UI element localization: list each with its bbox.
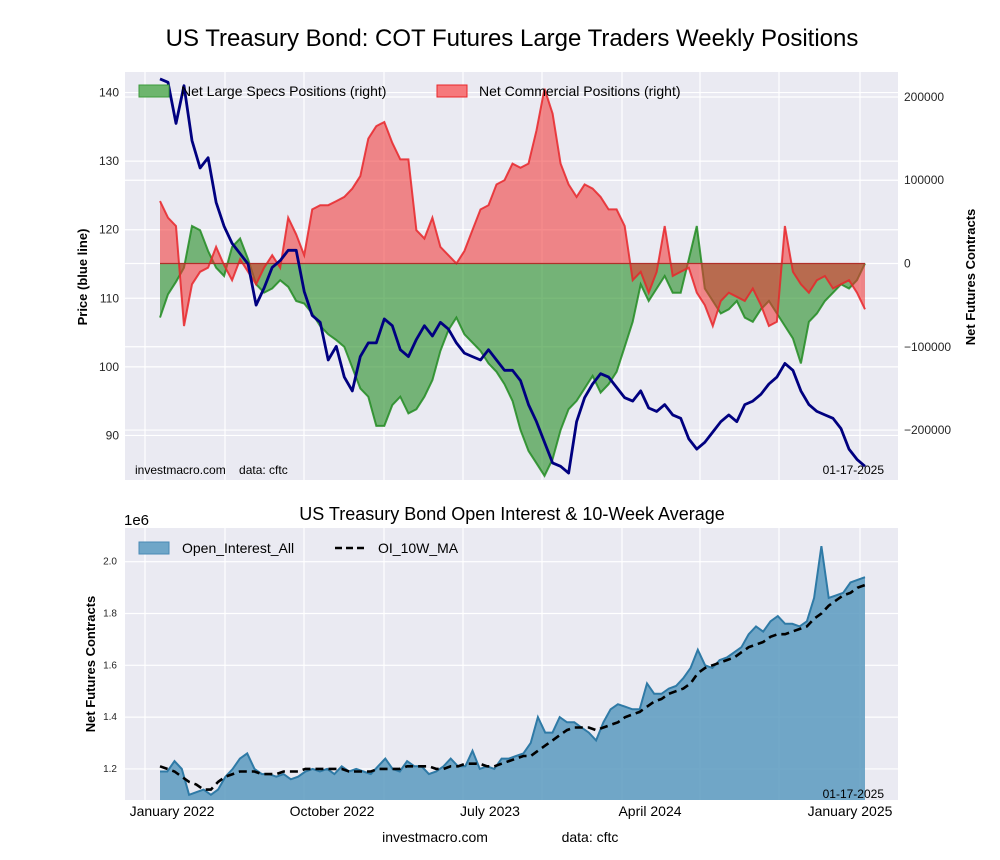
top-left-tick-label: 110: [100, 291, 119, 305]
top-left-tick-label: 90: [106, 428, 120, 442]
top-right-tick-label: 200000: [904, 90, 944, 104]
footer-source: data: cftc: [562, 829, 619, 845]
bottom-y-tick-label: 1.2: [103, 764, 117, 775]
top-left-tick-label: 140: [99, 86, 119, 100]
top-right-tick-label: 100000: [904, 173, 944, 187]
top-left-axis-label: Price (blue line): [75, 229, 90, 326]
x-tick-label: October 2022: [290, 803, 375, 819]
bottom-y-scale-label: 1e6: [124, 512, 149, 529]
figure-title: US Treasury Bond: COT Futures Large Trad…: [166, 25, 859, 52]
bottom-y-tick-label: 1.4: [103, 712, 117, 723]
bottom-y-tick-label: 2.0: [103, 557, 117, 568]
top-date-label: 01-17-2025: [823, 463, 885, 477]
bottom-oi-area: [160, 545, 866, 800]
legend-swatch-oi: [138, 541, 170, 555]
bottom-date-label: 01-17-2025: [823, 787, 885, 801]
bottom-y-tick-label: 1.6: [103, 660, 117, 671]
top-right-tick-label: −100000: [904, 340, 951, 354]
specs-area: [160, 226, 865, 476]
oi-area: [160, 546, 865, 800]
top-left-axis-ticks: 90 100 110 120 130 140: [99, 86, 119, 443]
bottom-chart: 1.2 1.4 1.6 1.8 2.0 January 2022 October 2022…: [83, 528, 898, 819]
x-tick-label: January 2022: [130, 803, 215, 819]
bottom-y-axis-label: Net Futures Contracts: [83, 596, 98, 733]
legend-label-ma: OI_10W_MA: [378, 540, 459, 556]
legend-swatch-specs: [138, 84, 170, 98]
bottom-axis-ticks: 1.2 1.4 1.6 1.8 2.0: [103, 557, 117, 775]
x-tick-label: April 2024: [618, 803, 681, 819]
top-chart: 90 100 110 120 130 140 −200000 −100000 0 100000 2…: [75, 72, 978, 480]
top-watermark: investmacro.com data: cftc: [135, 463, 288, 477]
top-price-line: [159, 77, 866, 475]
top-right-axis-label: Net Futures Contracts: [963, 209, 978, 346]
bottom-y-tick-label: 1.8: [103, 608, 117, 619]
top-right-tick-label: 0: [904, 257, 911, 271]
top-left-tick-label: 120: [99, 223, 119, 237]
bottom-legend: Open_Interest_All OI_10W_MA: [138, 540, 459, 556]
top-legend: Net Large Specs Positions (right) Net Co…: [138, 83, 681, 99]
bottom-ma-line: [159, 583, 866, 791]
x-tick-label: January 2025: [808, 803, 893, 819]
bottom-x-ticks: January 2022 October 2022 July 2023 April 2…: [130, 803, 893, 819]
ma-line: [159, 583, 866, 791]
legend-label-oi: Open_Interest_All: [182, 540, 294, 556]
price-line: [159, 77, 866, 475]
top-left-tick-label: 100: [99, 360, 119, 374]
top-right-axis-ticks: −200000 −100000 0 100000 200000: [904, 90, 951, 437]
oi-line: [160, 545, 866, 797]
legend-swatch-commercial: [436, 84, 468, 98]
legend-label-specs: Net Large Specs Positions (right): [181, 83, 386, 99]
footer-site: investmacro.com: [382, 829, 488, 845]
x-tick-label: July 2023: [460, 803, 520, 819]
legend-label-commercial: Net Commercial Positions (right): [479, 83, 681, 99]
specs-line: [159, 224, 866, 478]
bottom-chart-title: US Treasury Bond Open Interest & 10-Week…: [299, 504, 725, 524]
top-left-tick-label: 130: [99, 154, 119, 168]
top-right-tick-label: −200000: [904, 423, 951, 437]
